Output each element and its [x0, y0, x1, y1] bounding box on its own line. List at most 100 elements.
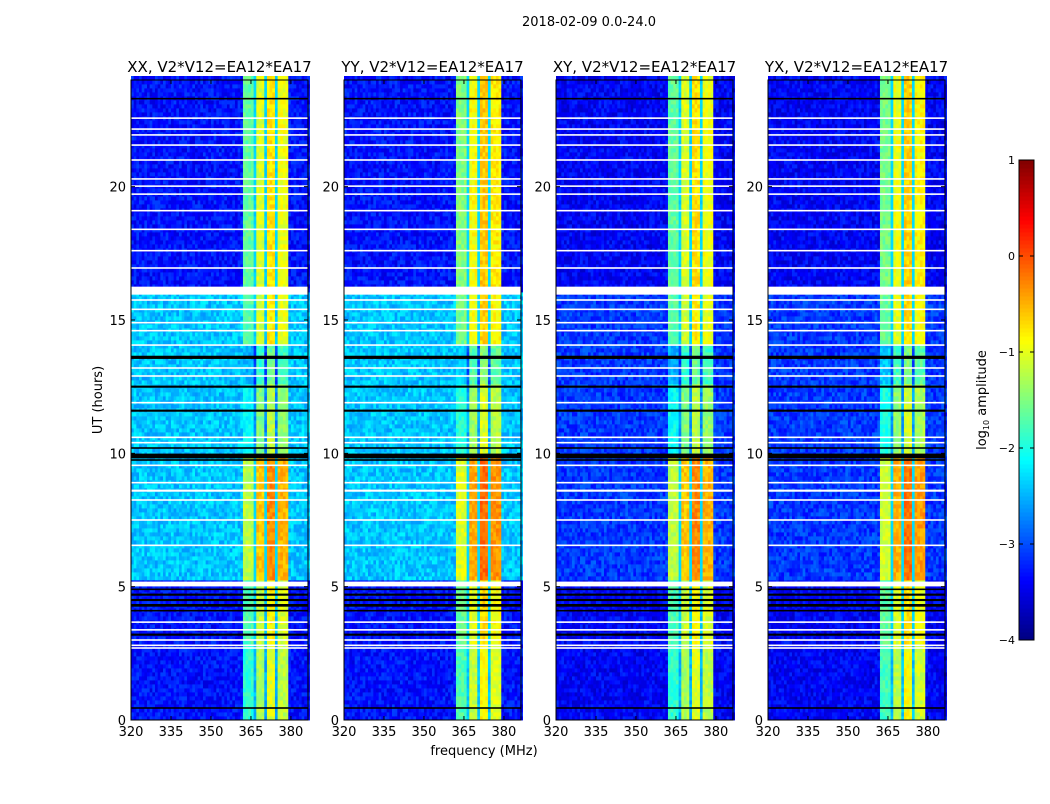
- heatmap-cell: [179, 656, 182, 660]
- heatmap-cell: [304, 680, 307, 684]
- heatmap-cell: [251, 540, 254, 544]
- heatmap-cell: [278, 504, 281, 508]
- heatmap-cell: [264, 556, 267, 560]
- heatmap-cell: [182, 612, 185, 616]
- heatmap-cell: [134, 712, 137, 716]
- heatmap-cell: [304, 668, 307, 672]
- heatmap-cell: [187, 660, 190, 664]
- heatmap-cell: [219, 664, 222, 668]
- heatmap-cell: [136, 564, 139, 568]
- heatmap-cell: [246, 700, 249, 704]
- heatmap-cell: [158, 624, 161, 628]
- heatmap-cell: [248, 684, 251, 688]
- heatmap-cell: [267, 564, 270, 568]
- heatmap-cell: [139, 712, 142, 716]
- heatmap-cell: [294, 676, 297, 680]
- heatmap-cell: [240, 572, 243, 576]
- heatmap-cell: [238, 484, 241, 488]
- heatmap-cell: [238, 664, 241, 668]
- heatmap-cell: [230, 532, 233, 536]
- heatmap-cell: [296, 712, 299, 716]
- heatmap-cell: [179, 504, 182, 508]
- heatmap-cell: [256, 680, 259, 684]
- heatmap-cell: [208, 676, 211, 680]
- heatmap-cell: [254, 660, 257, 664]
- heatmap-cell: [203, 476, 206, 480]
- heatmap-cell: [174, 568, 177, 572]
- heatmap-cell: [174, 652, 177, 656]
- heatmap-cell: [272, 656, 275, 660]
- heatmap-cell: [262, 548, 265, 552]
- heatmap-cell: [176, 564, 179, 568]
- heatmap-cell: [150, 528, 153, 532]
- heatmap-cell: [166, 676, 169, 680]
- heatmap-cell: [259, 692, 262, 696]
- heatmap-cell: [206, 564, 209, 568]
- heatmap-cell: [208, 492, 211, 496]
- heatmap-cell: [179, 524, 182, 528]
- heatmap-cell: [283, 672, 286, 676]
- heatmap-cell: [299, 536, 302, 540]
- heatmap-cell: [243, 492, 246, 496]
- heatmap-cell: [230, 672, 233, 676]
- heatmap-cell: [248, 692, 251, 696]
- heatmap-cell: [243, 552, 246, 556]
- heatmap-cell: [280, 528, 283, 532]
- heatmap-cell: [144, 532, 147, 536]
- heatmap-cell: [286, 656, 289, 660]
- heatmap-cell: [243, 624, 246, 628]
- heatmap-cell: [192, 616, 195, 620]
- heatmap-cell: [248, 552, 251, 556]
- heatmap-cell: [198, 512, 201, 516]
- heatmap-cell: [262, 700, 265, 704]
- heatmap-cell: [270, 560, 273, 564]
- heatmap-cell: [187, 612, 190, 616]
- heatmap-cell: [208, 512, 211, 516]
- heatmap-cell: [278, 564, 281, 568]
- heatmap-cell: [206, 556, 209, 560]
- heatmap-cell: [136, 680, 139, 684]
- heatmap-cell: [182, 712, 185, 716]
- heatmap-cell: [288, 696, 291, 700]
- heatmap-cell: [262, 564, 265, 568]
- heatmap-cell: [288, 492, 291, 496]
- heatmap-cell: [166, 680, 169, 684]
- heatmap-cell: [214, 672, 217, 676]
- heatmap-cell: [262, 472, 265, 476]
- heatmap-cell: [168, 552, 171, 556]
- heatmap-cell: [240, 712, 243, 716]
- heatmap-cell: [158, 676, 161, 680]
- heatmap-cell: [158, 656, 161, 660]
- heatmap-cell: [222, 528, 225, 532]
- heatmap-cell: [222, 572, 225, 576]
- heatmap-cell: [272, 696, 275, 700]
- heatmap-cell: [296, 572, 299, 576]
- heatmap-cell: [214, 712, 217, 716]
- heatmap-cell: [168, 556, 171, 560]
- heatmap-cell: [176, 656, 179, 660]
- heatmap-cell: [134, 468, 137, 472]
- heatmap-cell: [248, 572, 251, 576]
- heatmap-cell: [155, 540, 158, 544]
- heatmap-cell: [222, 700, 225, 704]
- heatmap-cell: [222, 560, 225, 564]
- heatmap-cell: [214, 560, 217, 564]
- heatmap-cell: [262, 652, 265, 656]
- heatmap-cell: [147, 548, 150, 552]
- heatmap-cell: [198, 668, 201, 672]
- heatmap-cell: [224, 472, 227, 476]
- heatmap-cell: [187, 652, 190, 656]
- heatmap-cell: [248, 548, 251, 552]
- heatmap-cell: [144, 700, 147, 704]
- heatmap-cell: [288, 484, 291, 488]
- heatmap-cell: [251, 484, 254, 488]
- heatmap-cell: [230, 504, 233, 508]
- heatmap-cell: [142, 712, 145, 716]
- heatmap-cell: [174, 508, 177, 512]
- heatmap-cell: [195, 576, 198, 580]
- heatmap-cell: [203, 492, 206, 496]
- heatmap-cell: [296, 568, 299, 572]
- heatmap-cell: [246, 624, 249, 628]
- heatmap-cell: [230, 700, 233, 704]
- heatmap-cell: [248, 664, 251, 668]
